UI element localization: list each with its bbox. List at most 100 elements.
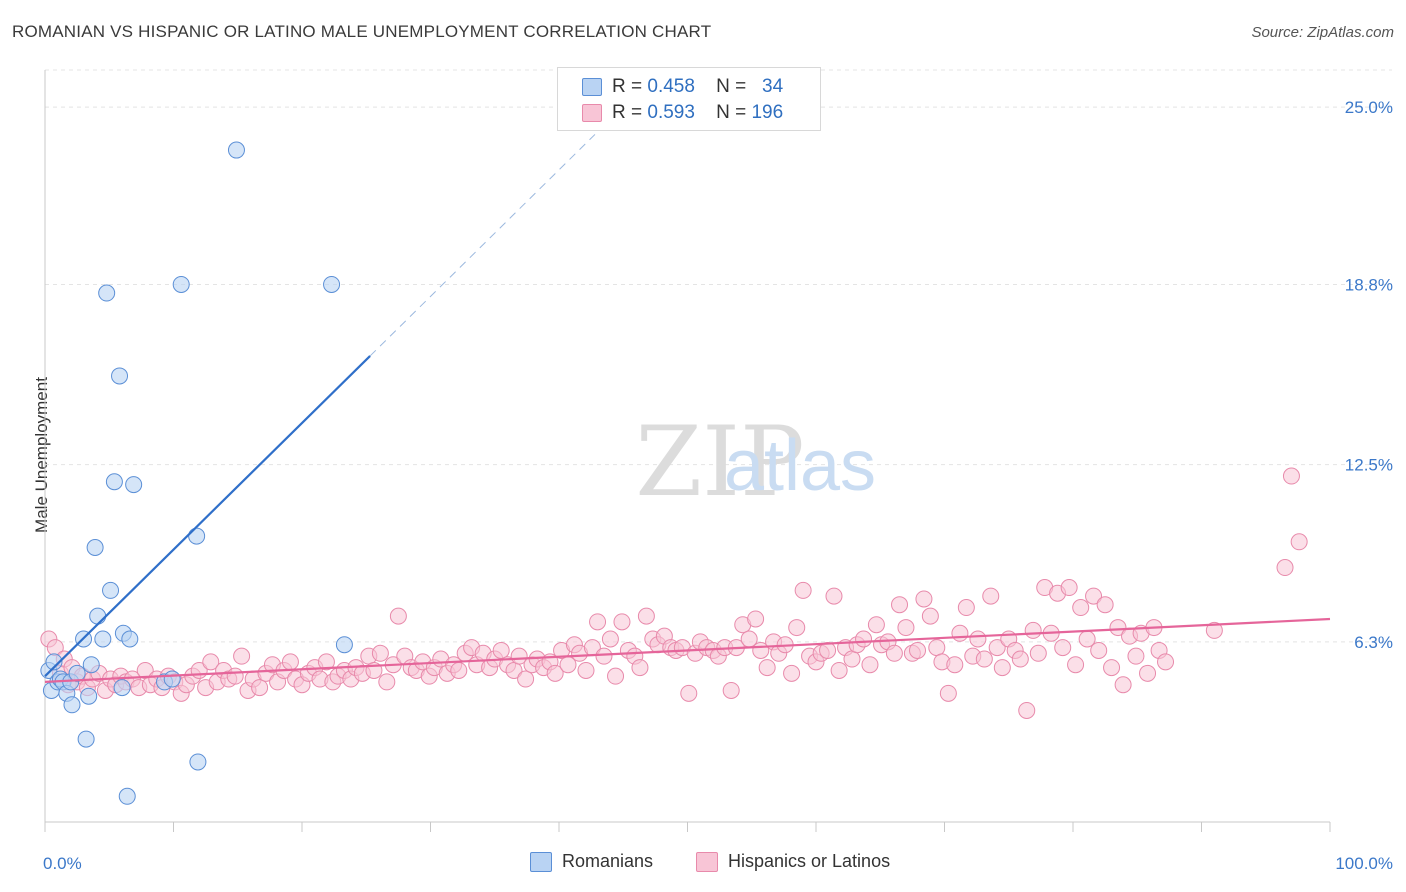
hispanic-point: [1072, 599, 1090, 617]
romanian-points: [40, 141, 353, 805]
hispanic-point: [233, 647, 251, 665]
hispanic-point: [928, 639, 946, 657]
y-tick-label: 6.3%: [1354, 633, 1393, 652]
romanian-point: [68, 664, 86, 682]
hispanic-point: [1282, 467, 1300, 485]
romanian-point: [118, 787, 136, 805]
romanian-point: [82, 656, 100, 674]
r-value: 0.593: [647, 102, 695, 123]
hispanic-point: [1205, 621, 1223, 639]
hispanic-point: [951, 624, 969, 642]
hispanic-point: [957, 599, 975, 617]
romanian-point: [102, 581, 120, 599]
legend-label-romanians: Romanians: [562, 851, 654, 871]
romanian-point: [227, 141, 245, 159]
hispanic-point: [680, 684, 698, 702]
romanian-point: [113, 679, 131, 697]
hispanic-point: [915, 590, 933, 608]
hispanic-point: [788, 619, 806, 637]
x-tick-label: 0.0%: [43, 854, 82, 873]
romanian-point: [111, 367, 129, 385]
hispanic-point: [783, 664, 801, 682]
legend-label-hispanics: Hispanics or Latinos: [728, 851, 891, 871]
hispanic-point: [909, 641, 927, 659]
grid-lines: [45, 69, 1392, 643]
hispanic-point: [492, 641, 510, 659]
x-tick-label: 100.0%: [1335, 854, 1393, 873]
romanian-point: [45, 653, 63, 671]
hispanic-point: [794, 581, 812, 599]
romanian-point: [189, 753, 207, 771]
legend-item-hispanics[interactable]: Hispanics or Latinos: [696, 851, 890, 872]
n-label: N =: [716, 102, 747, 123]
chart-title: ROMANIAN VS HISPANIC OR LATINO MALE UNEM…: [12, 22, 712, 41]
romanian-point: [125, 476, 143, 494]
watermark-zip: ZIP: [635, 406, 804, 518]
romanian-point: [94, 630, 112, 648]
n-value: 196: [751, 102, 784, 123]
hispanic-point: [969, 630, 987, 648]
hispanic-point: [1290, 533, 1308, 551]
legend-item-romanians[interactable]: Romanians: [530, 851, 653, 872]
stats-row-romanians: R = 0.458 N = 34: [582, 74, 783, 100]
romanian-point: [163, 670, 181, 688]
romanian-point: [172, 275, 190, 293]
romanian-point: [98, 284, 116, 302]
romanian-trend-line: [44, 355, 371, 677]
romanian-point: [86, 539, 104, 557]
r-label: R =: [612, 102, 643, 123]
hispanic-point: [1276, 559, 1294, 577]
hispanic-point: [946, 656, 964, 674]
hispanic-point: [1060, 579, 1078, 597]
stats-row-hispanics: R = 0.593 N = 196: [582, 100, 783, 126]
hispanic-point: [317, 653, 335, 671]
hispanic-point: [371, 644, 389, 662]
hispanic-point: [855, 630, 873, 648]
romanians-legend-swatch: [530, 851, 552, 872]
hispanic-point: [891, 596, 909, 614]
hispanic-point: [1085, 587, 1103, 605]
romanian-trend-extension: [369, 134, 596, 357]
hispanic-point: [546, 664, 564, 682]
romanian-point: [121, 630, 139, 648]
hispanic-point: [517, 670, 535, 688]
hispanic-point: [226, 667, 244, 685]
hispanic-point: [1024, 621, 1042, 639]
hispanics-legend-swatch: [696, 851, 718, 872]
hispanic-point: [939, 684, 957, 702]
hispanic-point: [1157, 653, 1175, 671]
y-tick-label: 25.0%: [1345, 98, 1393, 117]
hispanic-point: [389, 607, 407, 625]
hispanic-point: [1096, 596, 1114, 614]
hispanic-point: [613, 613, 631, 631]
hispanic-point: [631, 659, 649, 677]
hispanic-point: [861, 656, 879, 674]
series-legend: Romanians Hispanics or Latinos: [0, 851, 1406, 877]
tick-labels: 6.3% 12.5% 18.8% 25.0% 0.0% 100.0%: [43, 98, 1393, 873]
hispanic-point: [378, 673, 396, 691]
hispanic-trend-line: [44, 617, 1331, 683]
hispanic-point: [1103, 659, 1121, 677]
source-label: Source: ZipAtlas.com: [1251, 24, 1394, 41]
n-value: 34: [762, 76, 784, 97]
hispanic-point: [758, 659, 776, 677]
hispanic-point: [1029, 644, 1047, 662]
watermark-atlas: atlas: [724, 426, 876, 506]
hispanics-swatch: [582, 104, 602, 122]
y-tick-label: 18.8%: [1345, 275, 1393, 294]
hispanic-point: [921, 607, 939, 625]
hispanic-point: [982, 587, 1000, 605]
romanian-point: [323, 275, 341, 293]
hispanic-point: [251, 679, 269, 697]
hispanic-point: [885, 644, 903, 662]
hispanic-point: [1127, 647, 1145, 665]
hispanic-point: [988, 639, 1006, 657]
hispanic-point: [607, 667, 625, 685]
hispanic-point: [1011, 650, 1029, 668]
romanians-swatch: [582, 78, 602, 96]
romanian-point: [188, 527, 206, 545]
hispanic-point: [1114, 676, 1132, 694]
hispanic-point: [202, 653, 220, 671]
hispanic-point: [637, 607, 655, 625]
